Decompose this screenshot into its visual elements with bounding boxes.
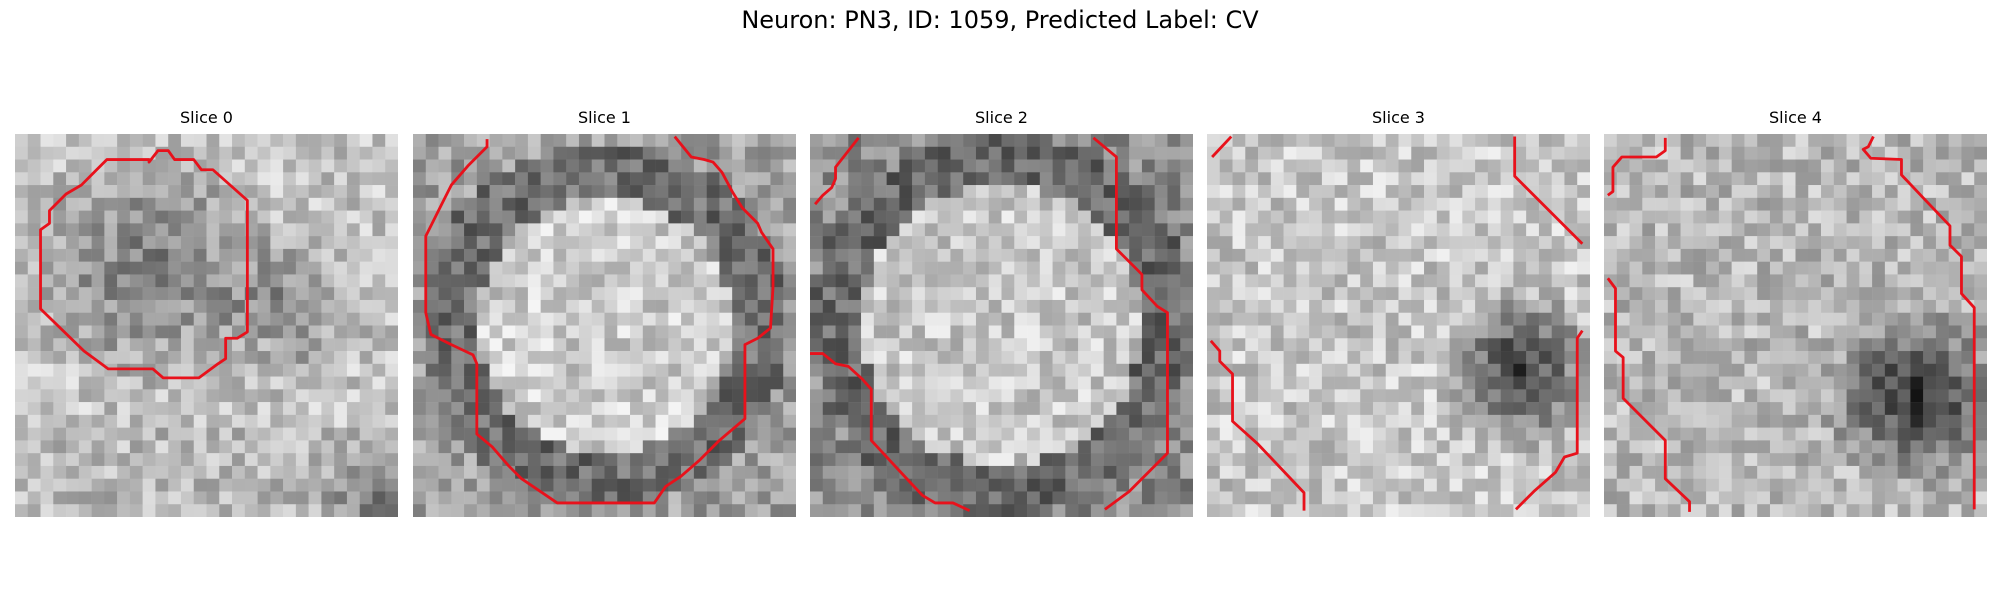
segmentation-contour [814,136,860,206]
segmentation-contour [39,149,249,380]
segmentation-contour [1513,136,1584,245]
segmentation-contour [1606,137,1667,197]
slice-title-3: Slice 3 [1372,108,1425,127]
slice-image-1 [413,134,796,517]
segmentation-contour [1514,329,1584,511]
pixel-grid [1604,134,1987,517]
pixel-grid [15,134,398,517]
slice-title-0: Slice 0 [180,108,233,127]
slice-image-4 [1604,134,1987,517]
segmentation-contour [1861,135,1976,510]
segmentation-contour [1211,135,1233,158]
figure-title: Neuron: PN3, ID: 1059, Predicted Label: … [741,6,1259,34]
slice-title-2: Slice 2 [975,108,1028,127]
slice-image-3 [1207,134,1590,517]
slice-title-4: Slice 4 [1769,108,1822,127]
slice-image-0 [15,134,398,517]
segmentation-contour [1606,277,1691,512]
pixel-grid [1207,134,1590,517]
segmentation-contour [424,135,775,505]
pixel-grid [810,134,1193,517]
slice-image-2 [810,134,1193,517]
segmentation-contour [1209,339,1306,511]
segmentation-contour [1092,136,1169,511]
segmentation-contour [810,352,971,512]
pixel-grid [413,134,796,517]
slice-title-1: Slice 1 [578,108,631,127]
